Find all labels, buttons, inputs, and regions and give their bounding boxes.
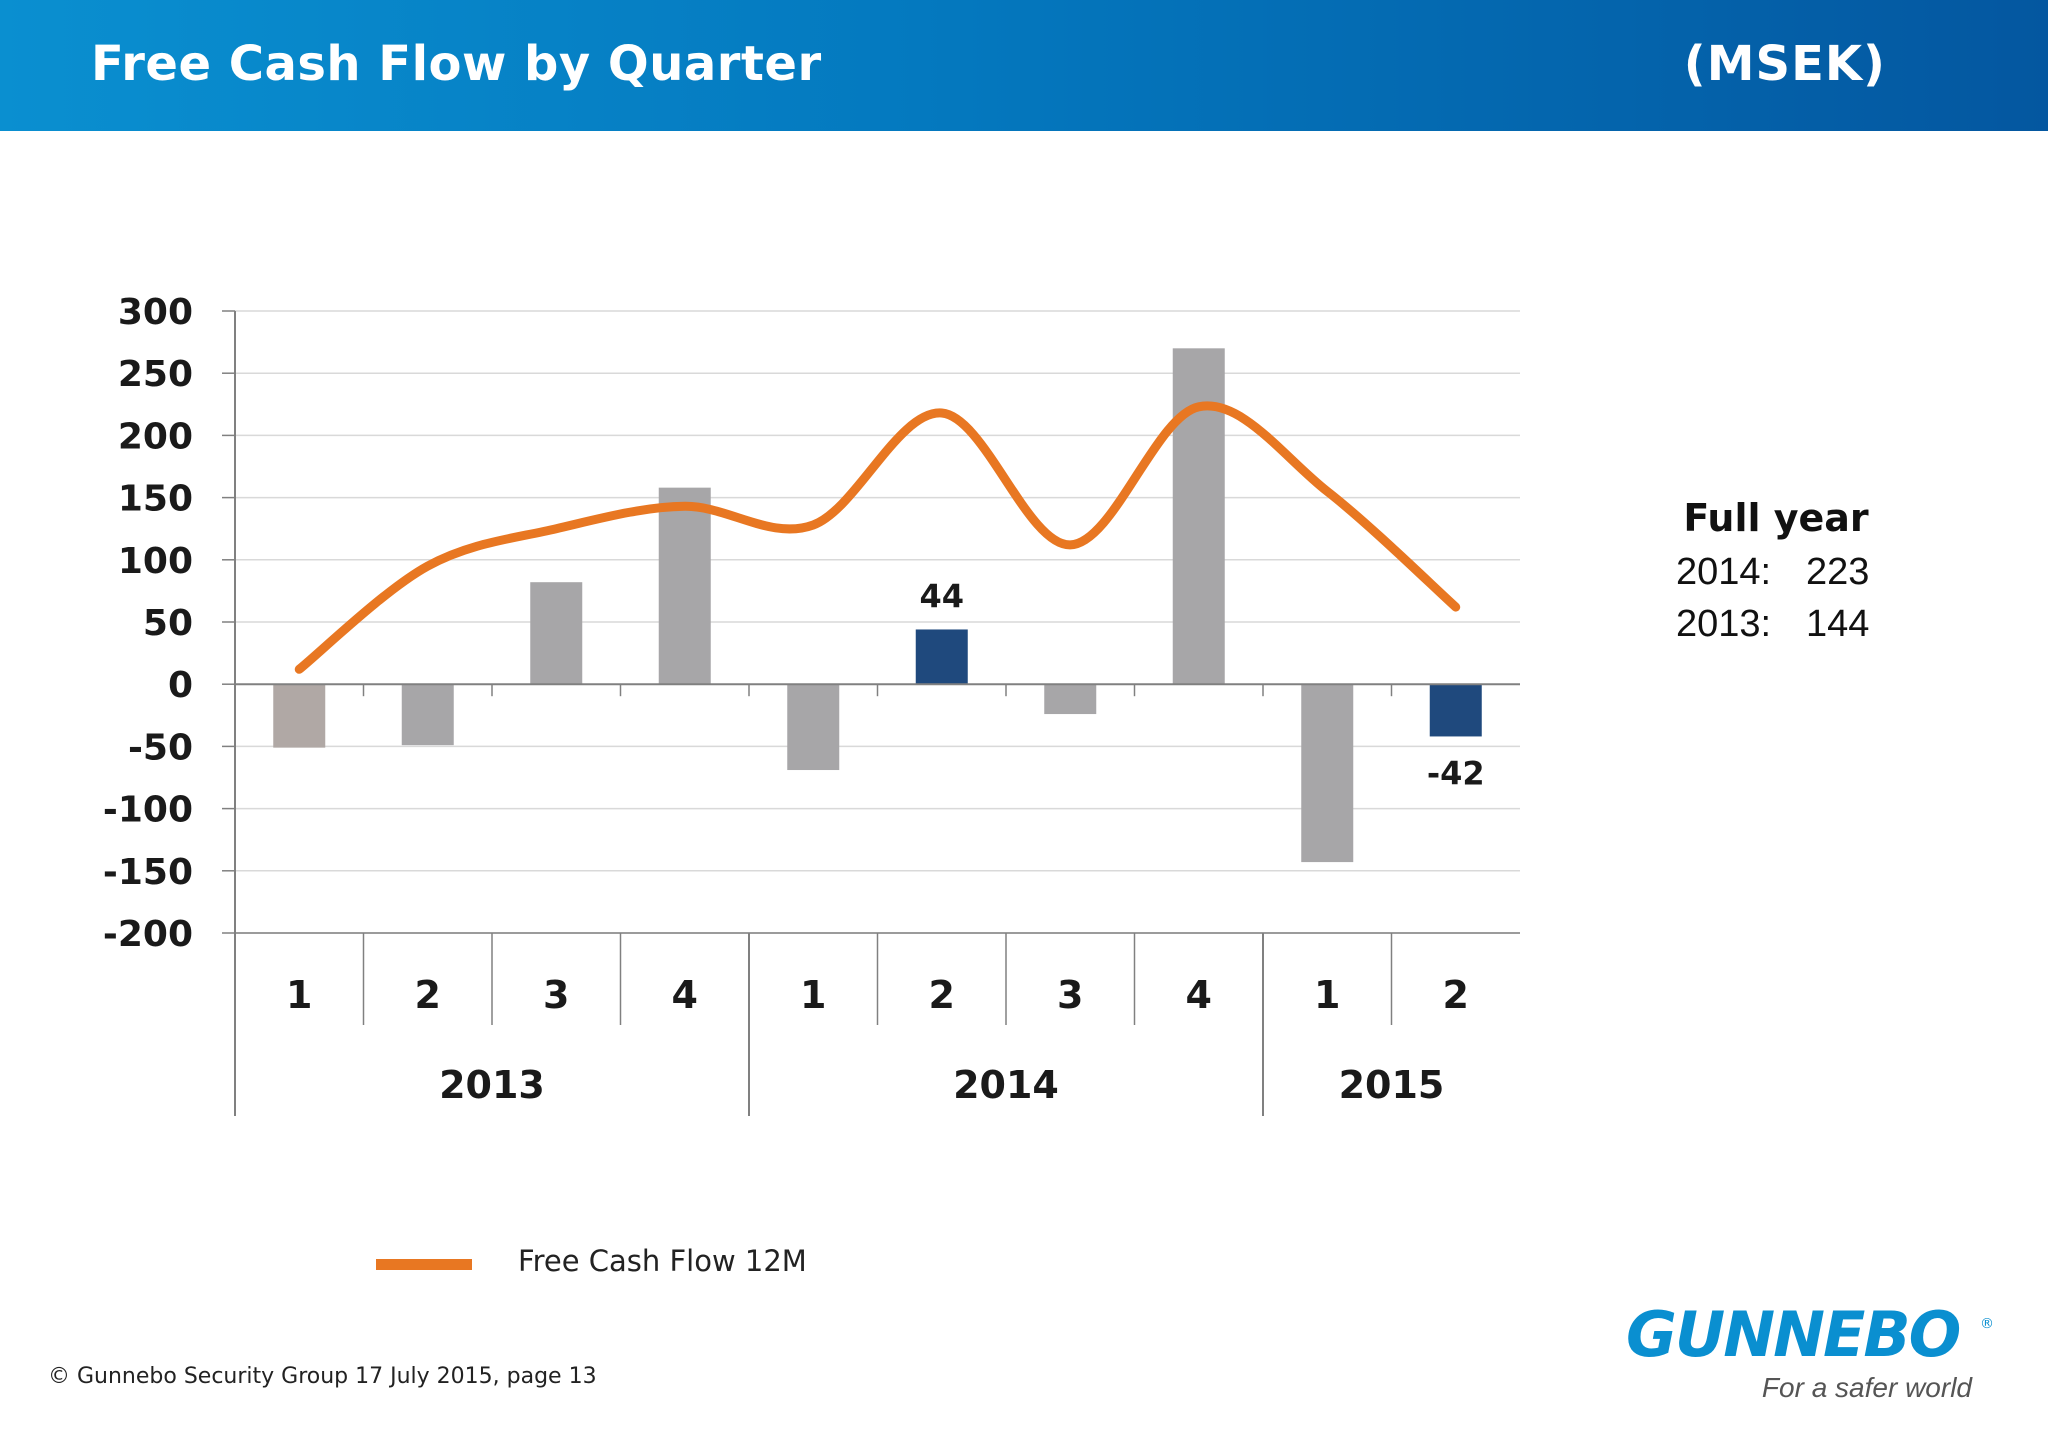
y-tick-label: -150 bbox=[103, 852, 193, 893]
y-tick-label: 100 bbox=[118, 541, 193, 582]
logo-wordmark: GUNNEBO bbox=[1626, 1298, 1961, 1371]
fcf-12m-line bbox=[294, 401, 1461, 674]
title-bar: Free Cash Flow by Quarter (MSEK) bbox=[0, 0, 2048, 131]
bar bbox=[1301, 684, 1354, 863]
data-label: -42 bbox=[1427, 754, 1485, 792]
y-tick-label: 150 bbox=[118, 479, 193, 520]
year-label: 2014 bbox=[953, 1063, 1059, 1107]
quarter-label: 4 bbox=[1186, 973, 1212, 1017]
y-tick-label: 300 bbox=[118, 292, 193, 333]
full-year-year: 2013: bbox=[1676, 603, 1772, 645]
bar bbox=[401, 684, 454, 746]
footer-copyright: © Gunnebo Security Group 17 July 2015, p… bbox=[48, 1364, 597, 1389]
full-year-value: 223 bbox=[1806, 551, 1870, 593]
bar bbox=[1172, 348, 1225, 685]
quarter-label: 2 bbox=[415, 973, 441, 1017]
bar bbox=[273, 684, 326, 748]
logo-tagline: For a safer world bbox=[1761, 1372, 1972, 1403]
full-year-row: 2014: 223 bbox=[1676, 546, 1876, 598]
legend-line-swatch bbox=[376, 1259, 472, 1270]
quarter-label: 1 bbox=[1314, 973, 1340, 1017]
bar bbox=[658, 487, 711, 685]
full-year-value: 144 bbox=[1806, 603, 1870, 645]
bar bbox=[787, 684, 840, 771]
gunnebo-logo: GUNNEBO ® For a safer world bbox=[1626, 1298, 1996, 1408]
quarter-label: 4 bbox=[672, 973, 698, 1017]
quarter-label: 1 bbox=[286, 973, 312, 1017]
y-tick-label: -50 bbox=[128, 727, 193, 768]
y-tick-label: 200 bbox=[118, 416, 193, 457]
y-tick-label: 0 bbox=[168, 665, 193, 706]
full-year-row: 2013: 144 bbox=[1676, 598, 1876, 650]
quarter-label: 2 bbox=[1443, 973, 1469, 1017]
full-year-year: 2014: bbox=[1676, 551, 1772, 593]
full-year-title: Full year bbox=[1683, 496, 1869, 540]
year-label: 2015 bbox=[1339, 1063, 1445, 1107]
y-tick-label: -100 bbox=[103, 790, 193, 831]
bar bbox=[915, 629, 968, 685]
quarter-label: 2 bbox=[929, 973, 955, 1017]
y-tick-label: -200 bbox=[103, 914, 193, 955]
bar bbox=[1429, 684, 1482, 737]
quarter-label: 1 bbox=[800, 973, 826, 1017]
page-title: Free Cash Flow by Quarter bbox=[91, 36, 822, 92]
data-label: 44 bbox=[919, 577, 964, 615]
registered-mark: ® bbox=[1980, 1316, 1994, 1332]
quarter-label: 3 bbox=[543, 973, 569, 1017]
legend-label: Free Cash Flow 12M bbox=[518, 1244, 807, 1278]
bar bbox=[1044, 684, 1097, 715]
unit-label: (MSEK) bbox=[1683, 36, 1886, 92]
full-year-summary: Full year 2014: 223 2013: 144 bbox=[1676, 496, 1876, 650]
bar bbox=[530, 582, 583, 685]
y-tick-label: 50 bbox=[143, 603, 193, 644]
y-tick-label: 250 bbox=[118, 354, 193, 395]
year-label: 2013 bbox=[439, 1063, 545, 1107]
quarter-label: 3 bbox=[1057, 973, 1083, 1017]
